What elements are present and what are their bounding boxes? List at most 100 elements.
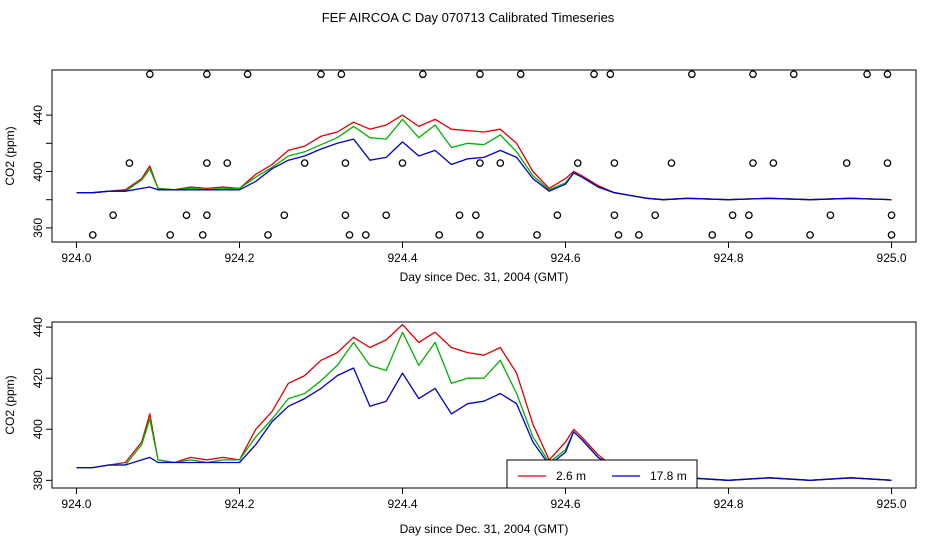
legend-label-17-8m: 17.8 m [650, 469, 687, 483]
calibration-marker [109, 211, 117, 220]
bot-x-tick-label: 924.2 [224, 497, 254, 511]
series-line-17-8-m [76, 138, 892, 201]
top-y-tick-label: 440 [31, 105, 45, 125]
calibration-marker [419, 70, 427, 79]
top-series-lines [76, 114, 892, 201]
calibration-marker [300, 159, 309, 167]
calibration-marker [842, 159, 851, 167]
calibration-marker [590, 70, 598, 79]
calibration-marker [887, 231, 896, 239]
calibration-marker [553, 211, 562, 220]
top-x-tick-label: 924.8 [714, 251, 744, 265]
calibration-marker [455, 211, 464, 220]
top-x-tick-label: 924.4 [387, 251, 417, 265]
calibration-marker [826, 211, 835, 220]
calibration-marker [610, 211, 619, 220]
series-line-2-6-m [76, 323, 892, 481]
calibration-marker [398, 159, 407, 167]
calibration-marker [166, 231, 175, 239]
legend-label-2-6m: 2.6 m [556, 469, 586, 483]
calibration-marker [516, 70, 525, 79]
figure-title: FEF AIRCOA C Day 070713 Calibrated Times… [322, 10, 615, 25]
calibration-marker [708, 231, 717, 239]
calibration-marker [745, 211, 753, 220]
calibration-marker [806, 231, 814, 239]
calibration-marker [476, 70, 484, 79]
top-panel: 924.0 924.2 924.4 924.6 924.8 925.0 360 400 440… [3, 69, 917, 284]
calibration-marker [88, 231, 97, 239]
calibration-marker [606, 70, 615, 79]
bottom-panel: 924.0 924.2 924.4 924.6 924.8 925.0 380 400 420… [3, 317, 917, 536]
calibration-marker [476, 231, 484, 239]
calibration-marker [345, 231, 354, 239]
top-x-axis: 924.0 924.2 924.4 924.6 924.8 925.0 [61, 242, 907, 265]
top-y-tick-label: 400 [31, 161, 45, 181]
calibration-marker [317, 70, 325, 79]
calibration-marker [145, 70, 154, 79]
calibration-marker [667, 159, 676, 167]
legend-box [506, 459, 698, 489]
bot-x-tick-label: 924.8 [714, 497, 744, 511]
top-y-axis: 360 400 440 [31, 105, 52, 238]
top-x-tick-label: 924.0 [61, 251, 91, 265]
bottom-series-lines [76, 323, 892, 481]
top-y-tick-label: 360 [31, 218, 45, 238]
calibration-marker [728, 211, 737, 220]
bottom-x-axis: 924.0 924.2 924.4 924.6 924.8 925.0 [61, 488, 907, 511]
calibration-marker [125, 159, 134, 167]
calibration-marker [610, 159, 619, 167]
calibration-marker [533, 231, 541, 239]
calibration-marker [341, 159, 350, 167]
calibration-marker [203, 211, 211, 220]
series-line-17-8-m [76, 367, 892, 481]
top-x-tick-label: 924.2 [224, 251, 254, 265]
calibration-marker [635, 231, 643, 239]
top-plot-frame [51, 69, 917, 243]
calibration-marker [382, 211, 391, 220]
top-markers [88, 70, 896, 239]
calibration-marker [243, 70, 252, 79]
top-y-label: CO2 (ppm) [3, 126, 17, 185]
bot-y-tick-label: 440 [31, 317, 45, 337]
calibration-marker [471, 211, 480, 220]
calibration-marker [223, 159, 232, 167]
bot-x-tick-label: 925.0 [877, 497, 907, 511]
calibration-marker [198, 231, 207, 239]
calibration-marker [687, 70, 696, 79]
calibration-marker [496, 159, 505, 167]
calibration-marker [341, 211, 350, 220]
bottom-plot-frame [51, 321, 917, 489]
bot-y-tick-label: 420 [31, 368, 45, 388]
calibration-marker [651, 211, 660, 220]
top-x-tick-label: 925.0 [877, 251, 907, 265]
top-x-label: Day since Dec. 31, 2004 (GMT) [400, 270, 569, 284]
calibration-marker [476, 159, 484, 167]
calibration-marker [361, 231, 370, 239]
bot-x-tick-label: 924.6 [550, 497, 580, 511]
calibration-marker [863, 70, 871, 79]
bottom-y-axis: 380 400 420 440 [31, 317, 52, 490]
calibration-marker [745, 231, 753, 239]
calibration-marker [280, 211, 289, 220]
calibration-marker [769, 159, 778, 167]
calibration-marker [573, 159, 582, 167]
calibration-marker [887, 211, 896, 220]
legend: 2.6 m 17.8 m [506, 459, 698, 489]
bottom-x-label: Day since Dec. 31, 2004 (GMT) [400, 522, 569, 536]
calibration-marker [182, 211, 191, 220]
calibration-marker [203, 159, 211, 167]
bot-x-tick-label: 924.4 [387, 497, 417, 511]
calibration-marker [614, 231, 623, 239]
calibration-marker [883, 70, 892, 79]
bottom-y-label: CO2 (ppm) [3, 375, 17, 434]
calibration-marker [264, 231, 272, 239]
calibration-marker [337, 70, 346, 79]
calibration-marker [435, 231, 444, 239]
calibration-marker [883, 159, 892, 167]
calibration-marker [749, 70, 757, 79]
calibration-marker [749, 159, 757, 167]
top-x-tick-label: 924.6 [550, 251, 580, 265]
bot-y-tick-label: 400 [31, 419, 45, 439]
calibration-marker [789, 70, 798, 79]
